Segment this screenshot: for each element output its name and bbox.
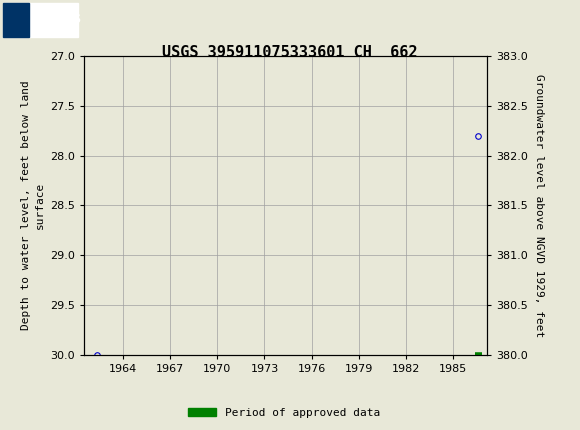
Bar: [3, 3, 78, 37]
Text: USGS 395911075333601 CH  662: USGS 395911075333601 CH 662: [162, 45, 418, 60]
Bar: [3, 3, 29, 37]
Text: USGS: USGS: [44, 13, 82, 27]
Y-axis label: Depth to water level, feet below land
surface: Depth to water level, feet below land su…: [21, 80, 45, 330]
Y-axis label: Groundwater level above NGVD 1929, feet: Groundwater level above NGVD 1929, feet: [534, 74, 543, 337]
Legend: Period of approved data: Period of approved data: [184, 403, 385, 422]
